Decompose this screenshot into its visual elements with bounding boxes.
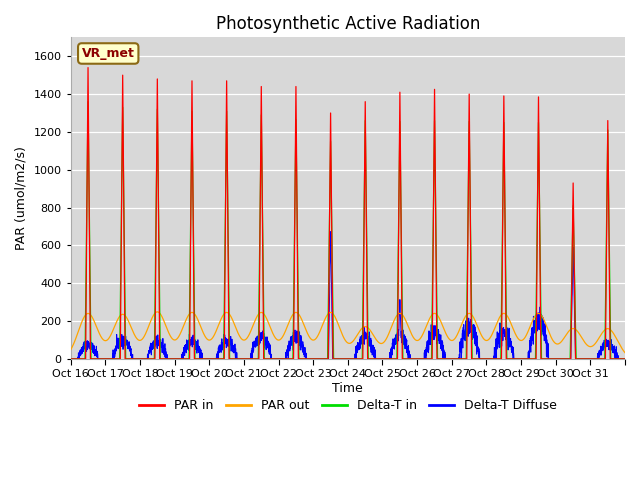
Text: VR_met: VR_met xyxy=(82,47,134,60)
Title: Photosynthetic Active Radiation: Photosynthetic Active Radiation xyxy=(216,15,480,33)
X-axis label: Time: Time xyxy=(332,382,364,395)
Y-axis label: PAR (umol/m2/s): PAR (umol/m2/s) xyxy=(15,146,28,250)
Legend: PAR in, PAR out, Delta-T in, Delta-T Diffuse: PAR in, PAR out, Delta-T in, Delta-T Dif… xyxy=(134,394,562,417)
